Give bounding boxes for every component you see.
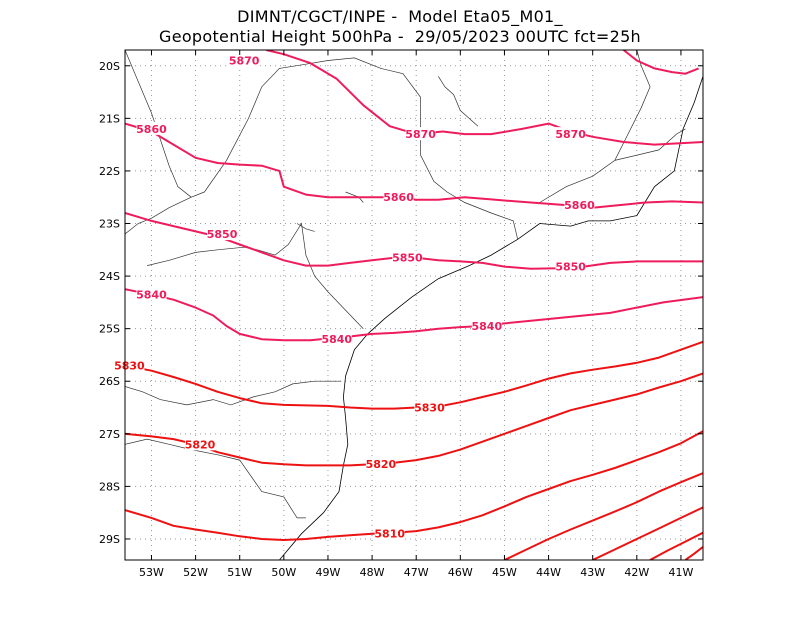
x-tick-label: 42W <box>624 566 649 579</box>
contour-label: 5870 <box>229 55 260 68</box>
contour-label-bg <box>392 250 423 264</box>
y-tick-label: 25S <box>99 323 120 336</box>
plot-frame <box>124 49 704 561</box>
y-tick-label: 23S <box>99 218 120 231</box>
y-tick-label: 22S <box>99 165 120 178</box>
x-tick-label: 47W <box>404 566 429 579</box>
x-tick-label: 51W <box>227 566 252 579</box>
height-contours <box>125 50 703 560</box>
contour-label-bg <box>383 190 414 204</box>
contour-label: 5860 <box>383 191 414 204</box>
contour-label: 5870 <box>555 128 586 141</box>
contour-label-bg <box>555 127 586 141</box>
contour-label-bg <box>185 437 216 451</box>
contour-label: 5870 <box>405 128 436 141</box>
contour-label-bg <box>555 259 586 273</box>
x-axis-ticks: 53W 52W 51W 50W 49W 48W 47W 46W 45W 44W 43W 42W 41W <box>139 50 693 579</box>
contour-5870 <box>265 50 703 146</box>
contour-label-bg <box>374 526 405 540</box>
contour-label: 5850 <box>555 261 586 274</box>
contour-label: 5820 <box>366 458 397 471</box>
contour-label-bg <box>414 400 445 414</box>
contour-5820 <box>125 372 703 467</box>
coastline <box>279 76 703 560</box>
y-tick-label: 28S <box>99 480 120 493</box>
contour-label: 5850 <box>392 252 423 265</box>
contour-label-bg <box>136 121 167 135</box>
contour-label-bg <box>114 358 145 372</box>
x-tick-label: 49W <box>316 566 341 579</box>
river <box>296 223 315 232</box>
contour-label-bg <box>229 53 260 67</box>
contour-5780 <box>649 531 703 560</box>
contour-5810 <box>125 430 703 541</box>
y-tick-label: 27S <box>99 428 120 441</box>
y-tick-label: 24S <box>99 270 120 283</box>
contour-labels: 5870 5870 5870 5860 5860 5860 5850 5850 5850 5840… <box>114 53 595 541</box>
x-tick-label: 52W <box>183 566 208 579</box>
grid-lines <box>125 50 703 560</box>
contour-label: 5860 <box>564 199 595 212</box>
contour-label: 5840 <box>321 333 352 346</box>
state-border <box>125 191 205 235</box>
contour-5790 <box>592 506 703 560</box>
x-tick-label: 43W <box>580 566 605 579</box>
contour-label-bg <box>564 198 595 212</box>
contour-label-bg <box>136 287 167 301</box>
contour-label: 5840 <box>471 320 502 333</box>
coastline-path <box>279 76 703 560</box>
contour-label: 5860 <box>136 123 167 136</box>
x-tick-label: 53W <box>139 566 164 579</box>
state-border <box>614 128 686 161</box>
x-tick-label: 45W <box>492 566 517 579</box>
contour-label: 5830 <box>414 402 445 415</box>
contour-5770 <box>684 546 703 560</box>
contour-label-bg <box>405 127 436 141</box>
x-tick-label: 50W <box>271 566 296 579</box>
state-border <box>125 380 342 406</box>
y-tick-label: 20S <box>99 60 120 73</box>
state-borders <box>125 50 686 519</box>
contour-label-bg <box>207 227 238 241</box>
y-tick-label: 21S <box>99 112 120 125</box>
contour-label: 5830 <box>114 359 145 372</box>
contour-label: 5850 <box>207 228 238 241</box>
x-tick-label: 41W <box>669 566 694 579</box>
state-border <box>125 50 192 198</box>
state-border <box>147 222 364 329</box>
contour-label: 5840 <box>136 288 167 301</box>
contour-label-bg <box>471 319 502 333</box>
y-tick-label: 26S <box>99 375 120 388</box>
contour-label: 5810 <box>374 528 405 541</box>
y-tick-label: 29S <box>99 533 120 546</box>
state-border <box>539 50 651 203</box>
y-axis-ticks: 20S 21S 22S 23S 24S 25S 26S 27S 28S 29S <box>99 60 703 546</box>
contour-5870 <box>622 50 699 75</box>
contour-label-bg <box>321 332 352 346</box>
title-line-2: Geopotential Height 500hPa - 29/05/2023 … <box>159 27 641 46</box>
x-tick-label: 46W <box>448 566 473 579</box>
x-tick-label: 48W <box>360 566 385 579</box>
contour-5840 <box>125 288 703 342</box>
contour-5800 <box>504 472 703 560</box>
contour-label: 5820 <box>185 438 216 451</box>
title-line-1: DIMNT/CGCT/INPE - Model Eta05_M01_ <box>237 7 563 26</box>
x-tick-label: 44W <box>536 566 561 579</box>
state-border <box>204 57 519 240</box>
contour-label-bg <box>365 456 396 470</box>
state-border <box>125 438 306 519</box>
river <box>438 76 479 127</box>
